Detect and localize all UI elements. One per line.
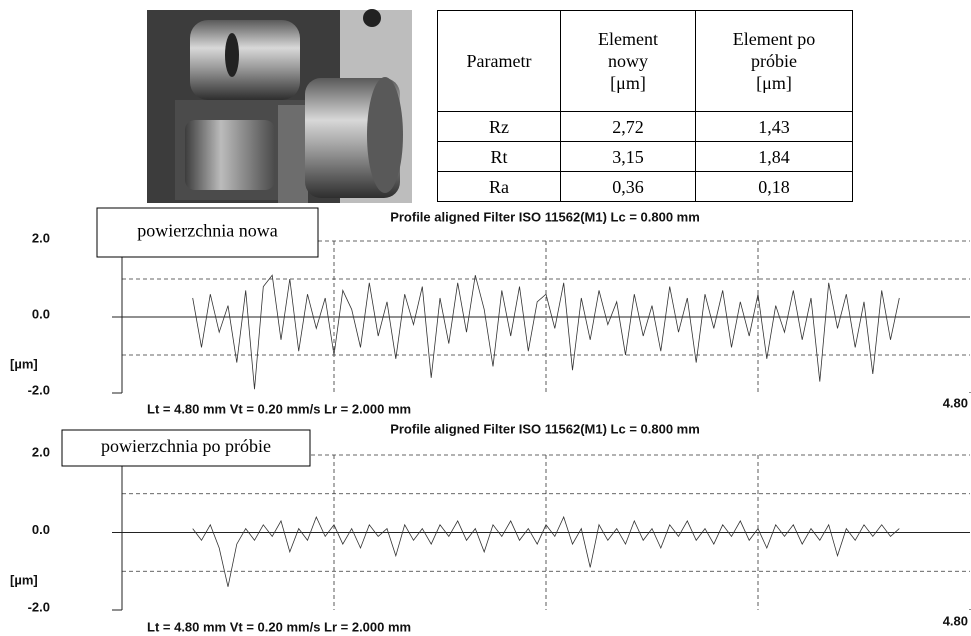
y-tick-label: 0.0: [32, 306, 50, 321]
y-tick-label: -2.0: [28, 382, 50, 397]
table-cell: 0,18: [696, 172, 853, 202]
table-cell: Rt: [438, 142, 561, 172]
profile-chart: 2.0 0.0 -2.0 [µm] 4.80: [10, 444, 970, 628]
chart-footer: Lt = 4.80 mm Vt = 0.20 mm/s Lr = 2.000 m…: [147, 619, 411, 634]
annotation: powierzchnia po próbie: [101, 436, 271, 456]
y-tick-label: 0.0: [32, 522, 50, 537]
y-axis-label: [µm]: [10, 573, 38, 588]
y-tick-label: 2.0: [32, 444, 50, 459]
y-tick-label: -2.0: [28, 599, 50, 614]
x-tick-label: 4.80: [943, 395, 968, 410]
chart-footer: Lt = 4.80 mm Vt = 0.20 mm/s Lr = 2.000 m…: [147, 401, 411, 416]
table-cell: 2,72: [561, 112, 696, 142]
table-cell: Rz: [438, 112, 561, 142]
table-cell: 3,15: [561, 142, 696, 172]
photo: [147, 9, 412, 203]
table-cell: Element nowy [μm]: [561, 11, 696, 112]
x-tick-label: 4.80: [943, 613, 968, 628]
table-cell: 1,43: [696, 112, 853, 142]
table-cell: Element po próbie [μm]: [696, 11, 853, 112]
table-cell: 0,36: [561, 172, 696, 202]
chart-title: Profile aligned Filter ISO 11562(M1) Lc …: [390, 209, 700, 224]
y-tick-label: 2.0: [32, 230, 50, 245]
table-cell: Ra: [438, 172, 561, 202]
chart-title: Profile aligned Filter ISO 11562(M1) Lc …: [390, 421, 700, 436]
table-cell: 1,84: [696, 142, 853, 172]
annotation: powierzchnia nowa: [137, 221, 277, 241]
y-axis-label: [µm]: [10, 356, 38, 371]
table-cell: Parametr: [438, 11, 561, 112]
page: 2.0 0.0 -2.0 [µm] 4.80 Profile aligned Filter…: [0, 0, 971, 636]
